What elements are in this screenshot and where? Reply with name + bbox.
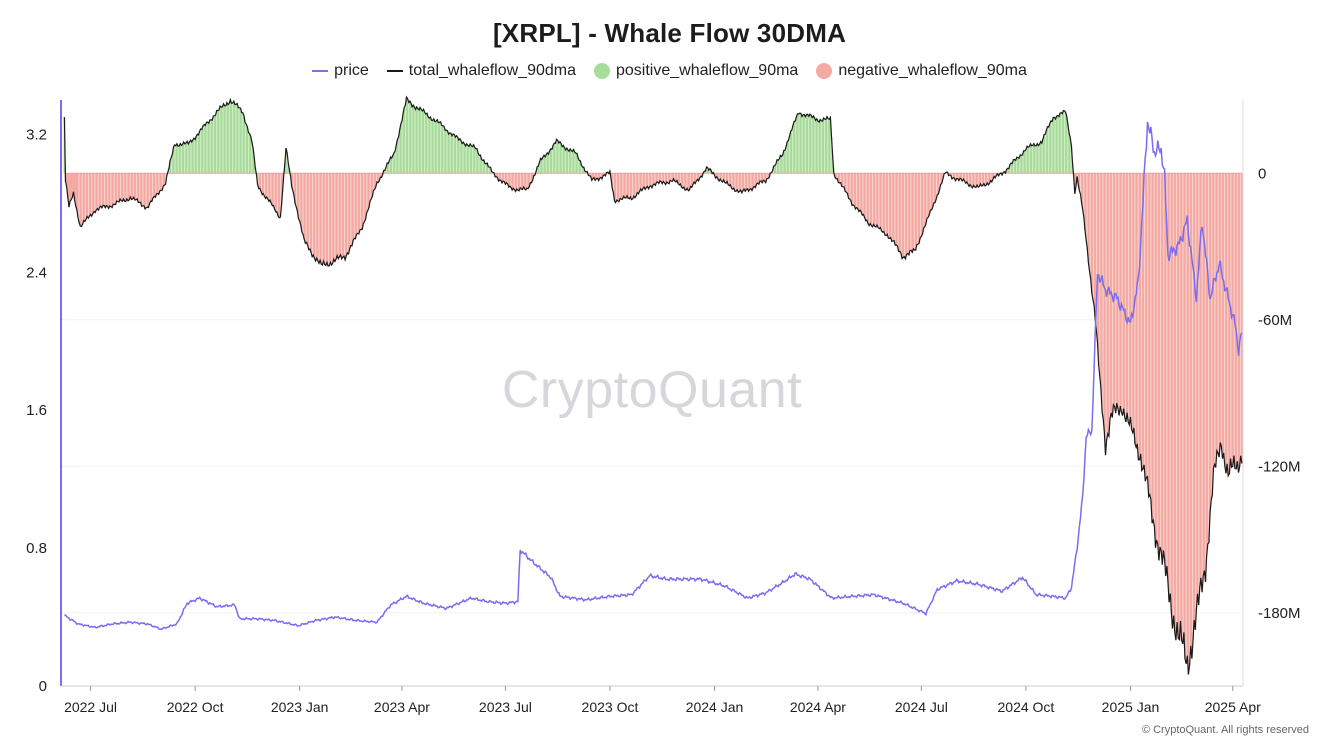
y-right-tick-label: -120M	[1258, 458, 1301, 475]
y-right-tick-label: -180M	[1258, 605, 1301, 622]
y-right-tick-label: 0	[1258, 165, 1266, 182]
x-tick-label: 2024 Apr	[790, 699, 846, 715]
x-tick-label: 2023 Jul	[479, 699, 532, 715]
series-lines	[63, 95, 1243, 675]
legend-swatch	[816, 63, 833, 79]
legend-swatch	[594, 63, 610, 79]
axes: 0 0.8 1.6 2.4 3.2 0 -60M -120M -180M 2022 Jul 2022…	[26, 100, 1301, 715]
legend-label: price	[334, 62, 369, 79]
price-line	[64, 121, 1243, 630]
x-tick-label: 2025 Apr	[1205, 699, 1261, 715]
legend-swatch	[312, 70, 329, 72]
y-left-tick-label: 0	[39, 678, 47, 695]
bar-separators	[78, 100, 1242, 686]
legend: price total_whaleflow_90dma positive_whale…	[0, 62, 1339, 80]
x-tick-label: 2023 Apr	[374, 699, 430, 715]
legend-label: total_whaleflow_90dma	[408, 62, 576, 79]
x-tick-label: 2023 Oct	[582, 699, 639, 715]
x-tick-label: 2025 Jan	[1102, 699, 1160, 715]
watermark: CryptoQuant	[501, 361, 803, 419]
legend-label: positive_whaleflow_90ma	[616, 62, 799, 79]
legend-label: negative_whaleflow_90ma	[838, 62, 1027, 79]
y-left-tick-label: 2.4	[26, 264, 47, 281]
chart-title: [XRPL] - Whale Flow 30DMA	[492, 18, 847, 48]
total-whaleflow-line	[63, 95, 1243, 675]
x-tick-label: 2023 Jan	[271, 699, 329, 715]
x-tick-label: 2024 Oct	[998, 699, 1055, 715]
whaleflow-bars	[63, 97, 1243, 686]
y-left-tick-label: 3.2	[26, 126, 47, 143]
legend-item-negative_whaleflow_90ma[interactable]: negative_whaleflow_90ma	[816, 62, 1027, 80]
legend-item-positive_whaleflow_90ma[interactable]: positive_whaleflow_90ma	[594, 62, 798, 80]
y-right-tick-label: -60M	[1258, 312, 1292, 329]
y-left-tick-label: 0.8	[26, 540, 47, 557]
legend-item-price[interactable]: price	[312, 62, 369, 80]
copyright: © CryptoQuant. All rights reserved	[1141, 724, 1309, 736]
x-tick-label: 2022 Oct	[167, 699, 224, 715]
legend-swatch	[386, 70, 403, 72]
y-left-tick-label: 1.6	[26, 402, 47, 419]
x-tick-label: 2024 Jul	[895, 699, 948, 715]
legend-item-total_whaleflow_90dma[interactable]: total_whaleflow_90dma	[386, 62, 576, 80]
x-tick-label: 2022 Jul	[64, 699, 117, 715]
x-tick-label: 2024 Jan	[686, 699, 744, 715]
